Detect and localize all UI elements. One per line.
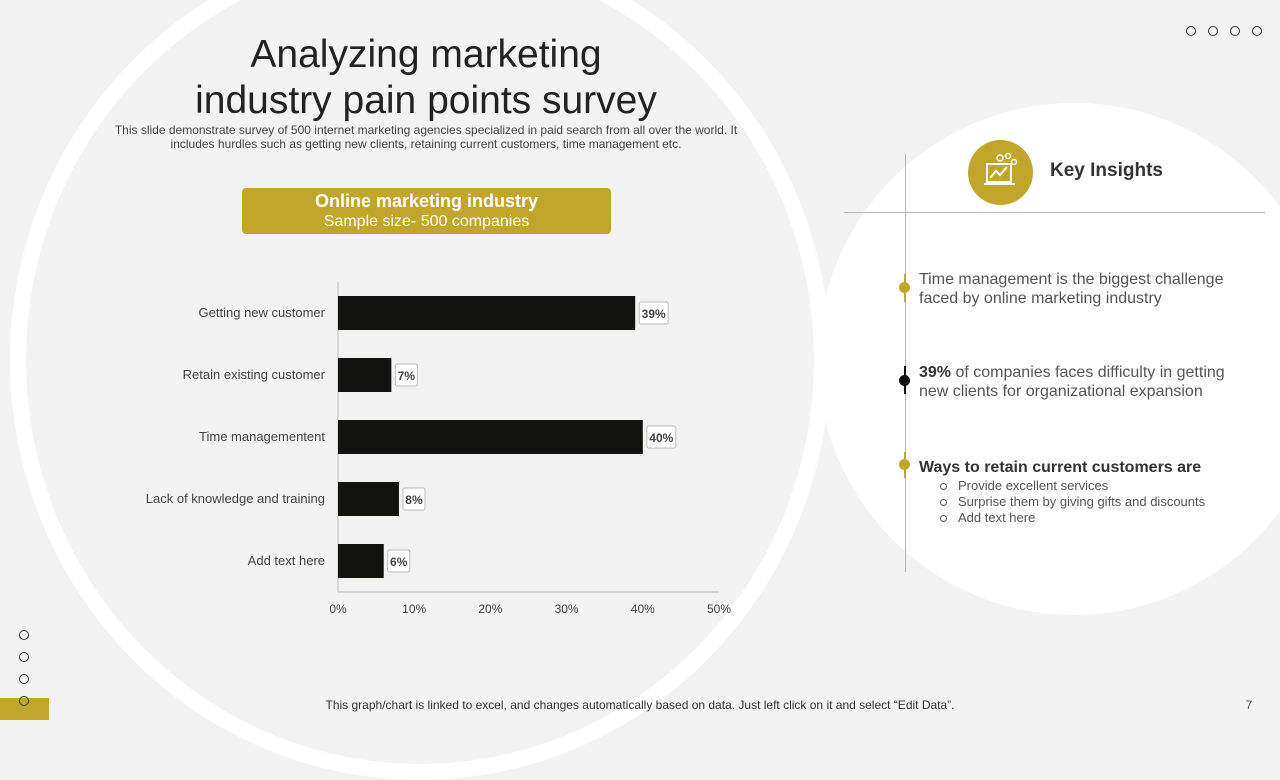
data-label: 6% bbox=[390, 555, 408, 569]
slide-title: Analyzing marketing industry pain points… bbox=[150, 32, 702, 124]
data-label-box bbox=[394, 363, 418, 387]
x-tick-label: 50% bbox=[707, 602, 731, 616]
category-label: Lack of knowledge and training bbox=[146, 491, 325, 506]
ways-title: Ways to retain current customers are bbox=[919, 459, 1202, 476]
data-label: 40% bbox=[649, 431, 673, 445]
insights-icon-badge bbox=[968, 140, 1033, 205]
nav-dot-icon bbox=[19, 652, 29, 662]
x-tick-label: 40% bbox=[631, 602, 655, 616]
category-label: Time managementent bbox=[199, 429, 325, 444]
nav-dot-icon bbox=[1208, 26, 1218, 36]
list-item: Add text here bbox=[938, 510, 1205, 526]
nav-dot-icon bbox=[1186, 26, 1196, 36]
sample-banner-subtitle: Sample size- 500 companies bbox=[323, 213, 530, 230]
presentation-board-icon bbox=[984, 152, 1018, 185]
insights-circle bbox=[818, 103, 1280, 615]
category-label: Getting new customer bbox=[199, 305, 326, 320]
insights-divider bbox=[844, 212, 1265, 213]
nav-dot-icon bbox=[19, 674, 29, 684]
insight-text: of companies faces difficulty in getting… bbox=[919, 364, 1225, 400]
x-tick-label: 30% bbox=[555, 602, 579, 616]
ways-list: Provide excellent services Surprise them… bbox=[938, 478, 1205, 526]
nav-dot-icon bbox=[1230, 26, 1240, 36]
data-label-box bbox=[646, 425, 677, 449]
bar bbox=[338, 296, 636, 330]
slide-subtitle: This slide demonstrate survey of 500 int… bbox=[114, 123, 738, 151]
x-tick-label: 0% bbox=[329, 602, 347, 616]
x-tick-label: 20% bbox=[478, 602, 502, 616]
data-label: 8% bbox=[405, 493, 423, 507]
footer-accent-block bbox=[0, 698, 49, 720]
insight-text: Time management is the biggest challenge… bbox=[919, 271, 1224, 307]
nav-dot-icon bbox=[1252, 26, 1262, 36]
nav-dot-icon bbox=[19, 630, 29, 640]
list-item: Provide excellent services bbox=[938, 478, 1205, 494]
bar bbox=[338, 544, 384, 578]
bar bbox=[338, 482, 399, 516]
x-tick-label: 10% bbox=[402, 602, 426, 616]
top-nav-dots bbox=[1186, 26, 1262, 36]
bar-chart: 0% 10% 20% 30% 40% 50% Getting new customer 39%… bbox=[146, 282, 731, 616]
side-nav-dots bbox=[19, 630, 29, 706]
insight-item: 39% of companies faces difficulty in get… bbox=[919, 363, 1249, 401]
bar bbox=[338, 358, 392, 392]
data-label-box bbox=[387, 549, 411, 573]
footer-note: This graph/chart is linked to excel, and… bbox=[325, 698, 955, 712]
insight-item: Time management is the biggest challenge… bbox=[919, 270, 1249, 308]
category-label: Add text here bbox=[248, 553, 325, 568]
nav-dot-icon bbox=[19, 696, 29, 706]
insights-timeline-line bbox=[905, 154, 906, 572]
sample-banner-title: Online marketing industry bbox=[314, 191, 539, 211]
data-label: 7% bbox=[398, 369, 416, 383]
page-number: 7 bbox=[1245, 698, 1253, 712]
sample-banner: Online marketing industry Sample size- 5… bbox=[242, 188, 611, 234]
list-item: Surprise them by giving gifts and discou… bbox=[938, 494, 1205, 510]
title-line-1: Analyzing marketing bbox=[250, 33, 602, 76]
data-label: 39% bbox=[642, 307, 666, 321]
data-label-box bbox=[638, 301, 669, 325]
insights-title: Key Insights bbox=[1050, 160, 1163, 181]
timeline-marker-gold bbox=[899, 282, 910, 293]
timeline-marker-gold bbox=[899, 459, 910, 470]
data-label-box bbox=[402, 487, 426, 511]
category-label: Retain existing customer bbox=[183, 367, 326, 382]
timeline-marker-dark bbox=[899, 375, 910, 386]
title-line-2: industry pain points survey bbox=[195, 79, 657, 122]
bar bbox=[338, 420, 643, 454]
insight-highlight: 39% bbox=[919, 364, 952, 381]
